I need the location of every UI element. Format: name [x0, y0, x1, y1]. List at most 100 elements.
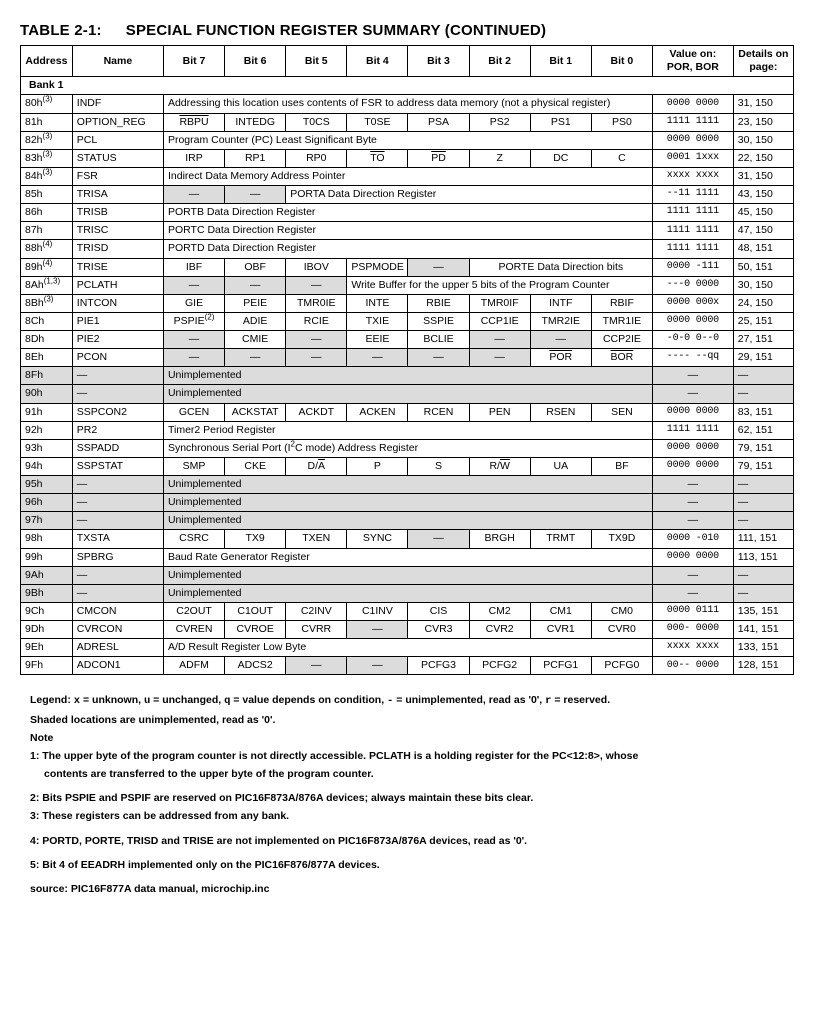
legend-n1b: contents are transferred to the upper by…	[30, 767, 784, 781]
cell-value: 0000 000x	[652, 294, 733, 312]
table-row: 9EhADRESLA/D Result Register Low Bytexxx…	[21, 639, 794, 657]
cell-description: PORTA Data Direction Register	[286, 186, 653, 204]
cell-name: OPTION_REG	[72, 113, 163, 131]
cell-address: 9Fh	[21, 657, 73, 675]
cell-address: 9Bh	[21, 584, 73, 602]
cell-description: PORTC Data Direction Register	[163, 222, 652, 240]
cell-description: Unimplemented	[163, 367, 652, 385]
bit-cell: RCEN	[408, 403, 469, 421]
bit-cell: —	[347, 657, 408, 675]
hdr-address: Address	[21, 46, 73, 77]
bit-cell: CVR1	[530, 621, 591, 639]
cell-value: xxxx xxxx	[652, 167, 733, 185]
legend-block: Legend: x = unknown, u = unchanged, q = …	[20, 693, 794, 896]
bit-cell: TMR2IE	[530, 312, 591, 330]
bit-cell: —	[163, 331, 224, 349]
cell-value: 0000 0000	[652, 439, 733, 457]
cell-address: 9Ah	[21, 566, 73, 584]
cell-address: 83h(3)	[21, 149, 73, 167]
cell-name: SSPADD	[72, 439, 163, 457]
cell-value: --11 1111	[652, 186, 733, 204]
table-row: 92hPR2Timer2 Period Register1111 111162,…	[21, 421, 794, 439]
bit-cell: —	[408, 530, 469, 548]
cell-name: TRISD	[72, 240, 163, 258]
cell-address: 8Dh	[21, 331, 73, 349]
bit-cell: CM1	[530, 602, 591, 620]
cell-value: 0000 0000	[652, 95, 733, 113]
bit-cell: GIE	[163, 294, 224, 312]
table-row: 99hSPBRGBaud Rate Generator Register0000…	[21, 548, 794, 566]
bit-cell: IBOV	[286, 258, 347, 276]
table-row: 9FhADCON1ADFMADCS2——PCFG3PCFG2PCFG1PCFG0…	[21, 657, 794, 675]
bit-cell: PSPMODE	[347, 258, 408, 276]
cell-page: 30, 150	[733, 131, 793, 149]
bit-cell: PS2	[469, 113, 530, 131]
legend-n3: 3: These registers can be addressed from…	[30, 809, 784, 823]
cell-page: 133, 151	[733, 639, 793, 657]
table-row: 80h(3)INDFAddressing this location uses …	[21, 95, 794, 113]
hdr-details: Details on page:	[733, 46, 793, 77]
hdr-bit6: Bit 6	[225, 46, 286, 77]
cell-value: —	[652, 494, 733, 512]
table-row: 8DhPIE2—CMIE—EEIEBCLIE——CCP2IE-0-0 0--02…	[21, 331, 794, 349]
bit-cell: ACKEN	[347, 403, 408, 421]
bit-cell: CVRR	[286, 621, 347, 639]
bit-cell: —	[347, 349, 408, 367]
table-row: 87hTRISCPORTC Data Direction Register111…	[21, 222, 794, 240]
bit-cell: PCFG0	[591, 657, 652, 675]
bit-cell: CCP2IE	[591, 331, 652, 349]
cell-name: CMCON	[72, 602, 163, 620]
bit-cell: PSA	[408, 113, 469, 131]
bit-cell: SYNC	[347, 530, 408, 548]
cell-name: PR2	[72, 421, 163, 439]
cell-name: SPBRG	[72, 548, 163, 566]
table-row: 93hSSPADDSynchronous Serial Port (I2C mo…	[21, 439, 794, 457]
cell-value: 0000 0111	[652, 602, 733, 620]
bit-cell: BF	[591, 457, 652, 475]
bit-cell: PEIE	[225, 294, 286, 312]
bit-cell: ADIE	[225, 312, 286, 330]
cell-name: CVRCON	[72, 621, 163, 639]
cell-description: Program Counter (PC) Least Significant B…	[163, 131, 652, 149]
bit-cell: TX9	[225, 530, 286, 548]
cell-name: FSR	[72, 167, 163, 185]
cell-description: PORTD Data Direction Register	[163, 240, 652, 258]
cell-name: —	[72, 385, 163, 403]
cell-address: 96h	[21, 494, 73, 512]
bit-cell: PCFG2	[469, 657, 530, 675]
cell-address: 92h	[21, 421, 73, 439]
bit-cell: C2INV	[286, 602, 347, 620]
bit-cell: CVR2	[469, 621, 530, 639]
table-row: 81hOPTION_REGRBPUINTEDGT0CST0SEPSAPS2PS1…	[21, 113, 794, 131]
cell-address: 91h	[21, 403, 73, 421]
hdr-value: Value on: POR, BOR	[652, 46, 733, 77]
table-row: 91hSSPCON2GCENACKSTATACKDTACKENRCENPENRS…	[21, 403, 794, 421]
bit-cell: C2OUT	[163, 602, 224, 620]
bit-cell: CM2	[469, 602, 530, 620]
cell-name: PCL	[72, 131, 163, 149]
cell-page: 128, 151	[733, 657, 793, 675]
cell-value: 1111 1111	[652, 421, 733, 439]
hdr-name: Name	[72, 46, 163, 77]
bit-cell: —	[286, 657, 347, 675]
bit-cell: CVROE	[225, 621, 286, 639]
bit-cell: RSEN	[530, 403, 591, 421]
table-row: 85hTRISA——PORTA Data Direction Register-…	[21, 186, 794, 204]
cell-value: ---0 0000	[652, 276, 733, 294]
bit-cell: BRGH	[469, 530, 530, 548]
cell-page: 141, 151	[733, 621, 793, 639]
cell-address: 87h	[21, 222, 73, 240]
cell-address: 8Bh(3)	[21, 294, 73, 312]
table-row: 8EhPCON——————PORBOR---- --qq29, 151	[21, 349, 794, 367]
bit-cell: RBPU	[163, 113, 224, 131]
cell-page: —	[733, 494, 793, 512]
bit-cell: —	[347, 621, 408, 639]
cell-address: 89h(4)	[21, 258, 73, 276]
bit-cell: RP0	[286, 149, 347, 167]
cell-description: Unimplemented	[163, 494, 652, 512]
hdr-bit4: Bit 4	[347, 46, 408, 77]
cell-page: 45, 150	[733, 204, 793, 222]
cell-page: 83, 151	[733, 403, 793, 421]
cell-description: Unimplemented	[163, 385, 652, 403]
cell-description: Timer2 Period Register	[163, 421, 652, 439]
